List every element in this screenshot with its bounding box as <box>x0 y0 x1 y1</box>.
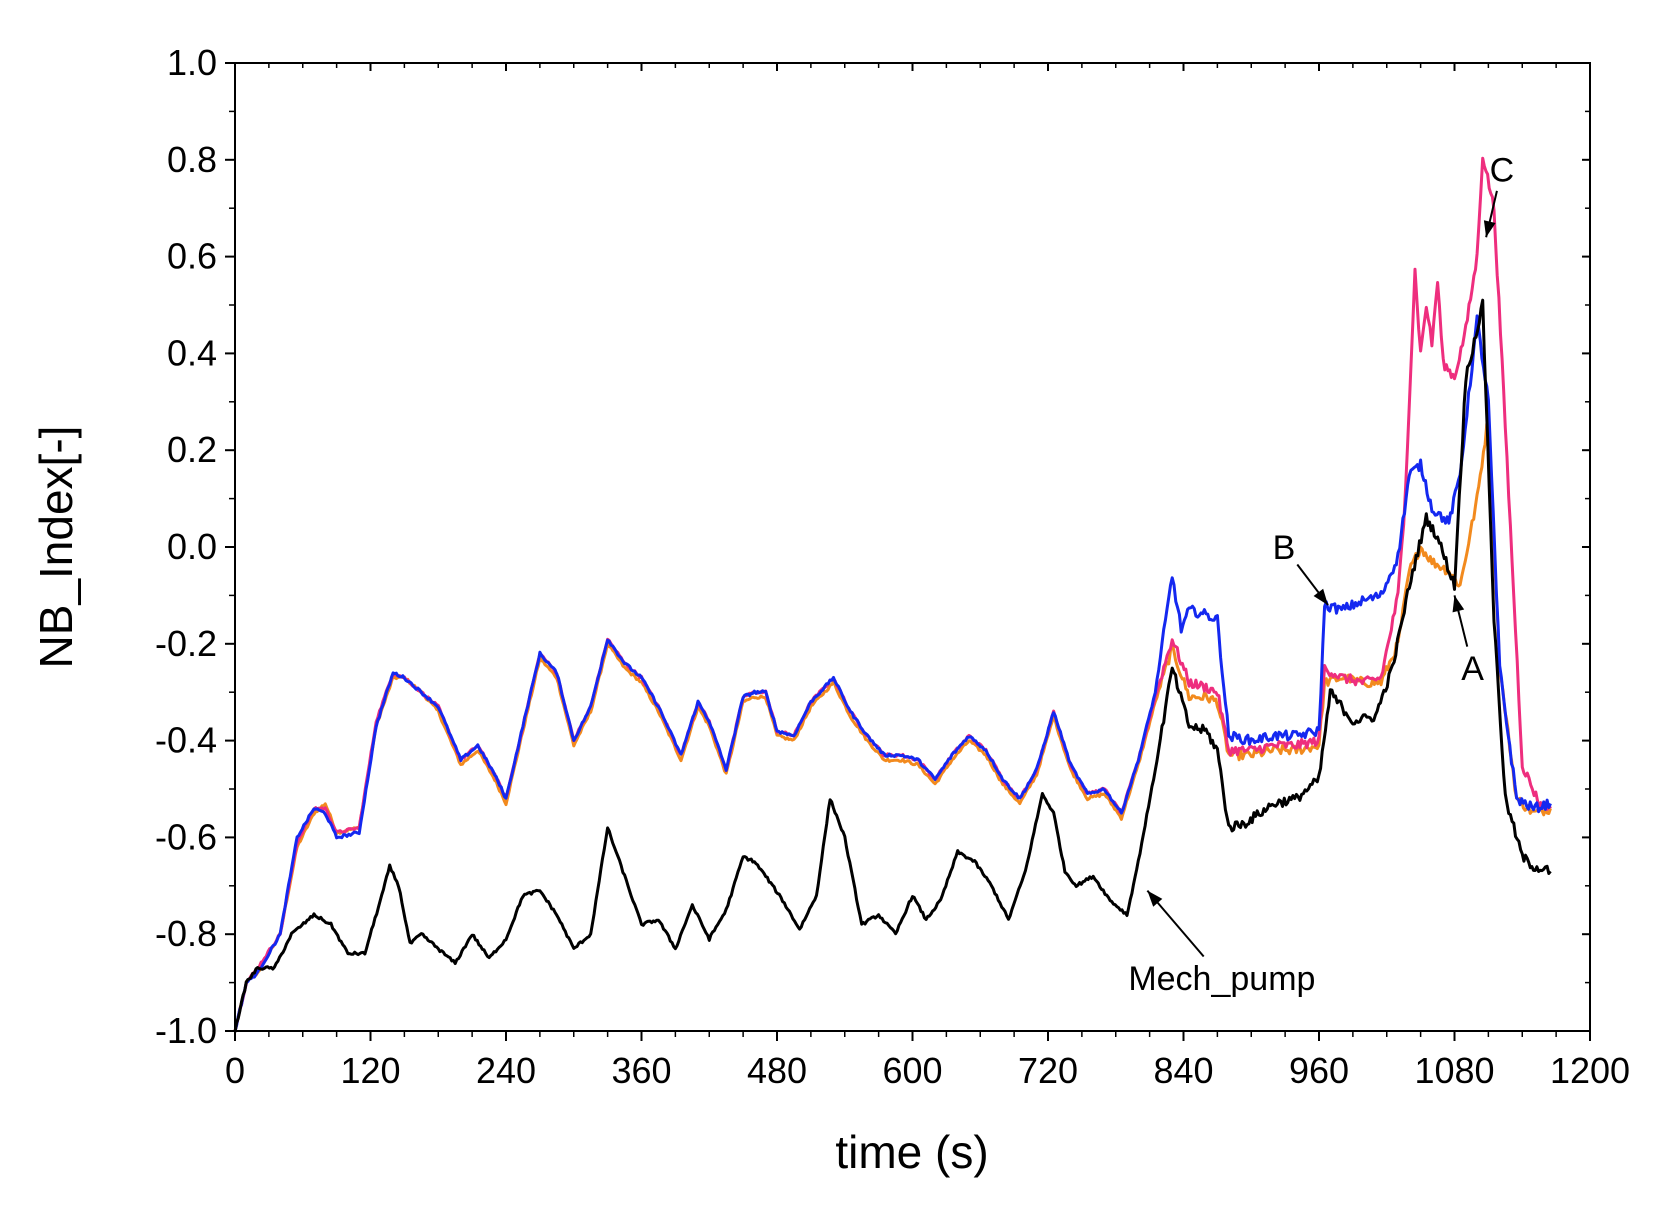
annotation-arrowhead-mech-pump <box>1147 890 1163 907</box>
annotation-label-mech-pump: Mech_pump <box>1128 960 1315 998</box>
x-tick-label: 600 <box>882 1050 942 1091</box>
y-tick-label: 0.6 <box>167 236 217 277</box>
y-tick-label: 1.0 <box>167 42 217 83</box>
y-axis-title: NB_Index[-] <box>30 426 82 669</box>
x-tick-label: 840 <box>1153 1050 1213 1091</box>
annotation-arrowhead-a <box>1452 595 1465 613</box>
x-tick-label: 480 <box>747 1050 807 1091</box>
x-tick-label: 360 <box>611 1050 671 1091</box>
y-tick-label: -1.0 <box>155 1010 217 1051</box>
series-layer <box>233 156 1552 1033</box>
x-tick-label: 1080 <box>1414 1050 1494 1091</box>
annotations-layer: C B A Mech_pump <box>1128 151 1514 997</box>
y-tick-label: 0.4 <box>167 332 217 373</box>
x-tick-label: 720 <box>1018 1050 1078 1091</box>
y-tick-label: -0.2 <box>155 623 217 664</box>
y-tick-label: -0.8 <box>155 913 217 954</box>
annotation-arrowhead-b <box>1313 588 1329 606</box>
annotation-label-a: A <box>1461 650 1484 688</box>
x-tick-label: 240 <box>476 1050 536 1091</box>
series-line-mech-pump <box>233 298 1552 1033</box>
annotation-label-c: C <box>1490 151 1515 189</box>
ticks-layer: 0 120 240 360 480 600 720 840 960 1080 1200 -1.0 -0.… <box>155 42 1630 1091</box>
y-tick-label: 0.8 <box>167 139 217 180</box>
x-tick-label: 0 <box>225 1050 245 1091</box>
x-axis-title: time (s) <box>835 1126 988 1178</box>
x-tick-label: 1200 <box>1550 1050 1630 1091</box>
y-tick-label: 0.0 <box>167 526 217 567</box>
y-tick-label: -0.6 <box>155 816 217 857</box>
y-tick-label: -0.4 <box>155 720 217 761</box>
y-tick-label: 0.2 <box>167 429 217 470</box>
x-tick-label: 960 <box>1289 1050 1349 1091</box>
series-line-b <box>233 314 1552 1032</box>
annotation-arrowhead-c <box>1483 220 1496 238</box>
x-tick-label: 120 <box>340 1050 400 1091</box>
annotation-label-b: B <box>1273 529 1296 567</box>
